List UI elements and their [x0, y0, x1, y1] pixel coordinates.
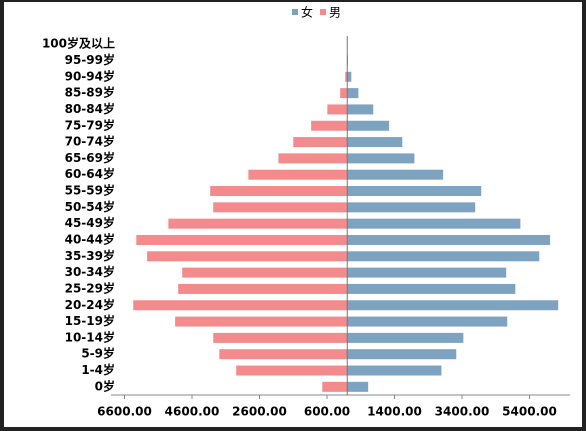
x-tick-label: 4600.00 — [165, 405, 220, 419]
bar — [347, 316, 508, 327]
y-tick-label: 60-64岁 — [65, 166, 115, 181]
y-tick-label: 0岁 — [95, 378, 115, 393]
bar — [278, 153, 348, 164]
bar — [347, 234, 551, 245]
bar — [347, 137, 403, 148]
bar — [347, 186, 482, 197]
bar — [347, 153, 415, 164]
bar — [347, 104, 374, 115]
bar — [248, 169, 348, 180]
bar — [136, 234, 348, 245]
bar — [347, 365, 442, 376]
bar — [347, 381, 369, 392]
x-tick-label: 5400.00 — [502, 405, 557, 419]
bar — [213, 332, 348, 343]
y-tick-label: 90-94岁 — [65, 68, 115, 83]
bar — [347, 251, 540, 262]
bar — [168, 218, 348, 229]
y-tick-label: 15-19岁 — [65, 313, 115, 328]
bar — [347, 300, 559, 311]
y-tick-label: 75-79岁 — [65, 117, 115, 132]
y-tick-label: 20-24岁 — [65, 297, 115, 312]
bar — [327, 104, 348, 115]
bar — [178, 283, 348, 294]
bar — [236, 365, 348, 376]
y-tick-label: 95-99岁 — [65, 52, 115, 67]
y-tick-label: 5-9岁 — [81, 346, 115, 361]
x-tick-label: 6600.00 — [97, 405, 152, 419]
bar — [347, 88, 359, 99]
bar — [322, 381, 348, 392]
y-tick-label: 85-89岁 — [65, 85, 115, 100]
y-tick-label: 30-34岁 — [65, 264, 115, 279]
bar — [347, 169, 444, 180]
y-tick-label: 1-4岁 — [81, 362, 115, 377]
bar — [347, 349, 457, 360]
bar — [293, 137, 348, 148]
bar — [311, 120, 348, 131]
y-tick-label: 65-69岁 — [65, 150, 115, 165]
x-tick-label: 1400.00 — [367, 405, 422, 419]
bar — [175, 316, 348, 327]
y-tick-label: 10-14岁 — [65, 329, 115, 344]
y-tick-label: 50-54岁 — [65, 199, 115, 214]
bar — [347, 267, 507, 278]
bar — [340, 88, 348, 99]
y-tick-label: 55-59岁 — [65, 183, 115, 198]
bar — [213, 202, 348, 213]
bar — [347, 202, 476, 213]
y-tick-label: 80-84岁 — [65, 101, 115, 116]
y-tick-label: 35-39岁 — [65, 248, 115, 263]
bar — [347, 218, 521, 229]
x-tick-label: 600.00 — [304, 405, 350, 419]
y-tick-label: 100岁及以上 — [42, 36, 115, 51]
legend-label: 男 — [329, 6, 341, 20]
bar — [147, 251, 348, 262]
y-tick-label: 70-74岁 — [65, 134, 115, 149]
bar — [345, 71, 348, 82]
y-tick-label: 45-49岁 — [65, 215, 115, 230]
bar — [347, 120, 390, 131]
y-tick-label: 25-29岁 — [65, 280, 115, 295]
bar — [347, 332, 464, 343]
legend-swatch — [320, 9, 326, 15]
legend-label: 女 — [301, 5, 313, 20]
x-tick-label: 2600.00 — [232, 405, 287, 419]
bar — [347, 283, 516, 294]
bar — [182, 267, 348, 278]
bar — [210, 186, 348, 197]
x-tick-label: 3400.00 — [435, 405, 490, 419]
bar — [219, 349, 348, 360]
bar — [347, 71, 352, 82]
legend-swatch — [292, 9, 298, 15]
bar — [133, 300, 348, 311]
y-tick-label: 40-44岁 — [65, 231, 115, 246]
